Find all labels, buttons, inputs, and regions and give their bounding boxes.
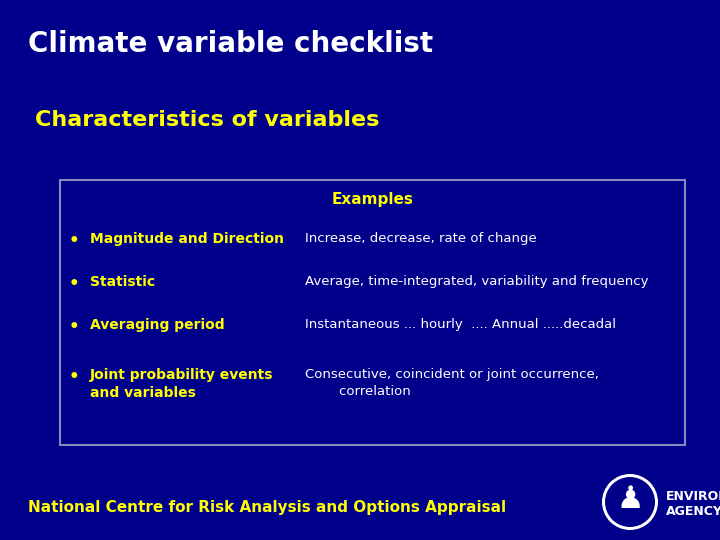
Text: Average, time-integrated, variability and frequency: Average, time-integrated, variability an… — [305, 275, 649, 288]
Text: ♟: ♟ — [616, 485, 644, 515]
Text: National Centre for Risk Analysis and Options Appraisal: National Centre for Risk Analysis and Op… — [28, 500, 506, 515]
Circle shape — [602, 474, 658, 530]
Text: Statistic: Statistic — [90, 275, 155, 289]
Text: •: • — [68, 318, 79, 336]
Circle shape — [605, 477, 655, 527]
FancyBboxPatch shape — [60, 180, 685, 445]
Text: •: • — [68, 368, 79, 386]
Text: •: • — [68, 275, 79, 293]
Text: Characteristics of variables: Characteristics of variables — [35, 110, 379, 130]
Text: Examples: Examples — [332, 192, 413, 207]
Text: Magnitude and Direction: Magnitude and Direction — [90, 232, 284, 246]
Text: Joint probability events
and variables: Joint probability events and variables — [90, 368, 274, 400]
Text: Consecutive, coincident or joint occurrence,
        correlation: Consecutive, coincident or joint occurre… — [305, 368, 599, 398]
Text: Averaging period: Averaging period — [90, 318, 225, 332]
Text: ENVIRONMENT
AGENCY: ENVIRONMENT AGENCY — [666, 490, 720, 518]
Text: Increase, decrease, rate of change: Increase, decrease, rate of change — [305, 232, 536, 245]
Text: Climate variable checklist: Climate variable checklist — [28, 30, 433, 58]
Text: Instantaneous ... hourly  .... Annual .....decadal: Instantaneous ... hourly .... Annual ...… — [305, 318, 616, 331]
Text: •: • — [68, 232, 79, 250]
